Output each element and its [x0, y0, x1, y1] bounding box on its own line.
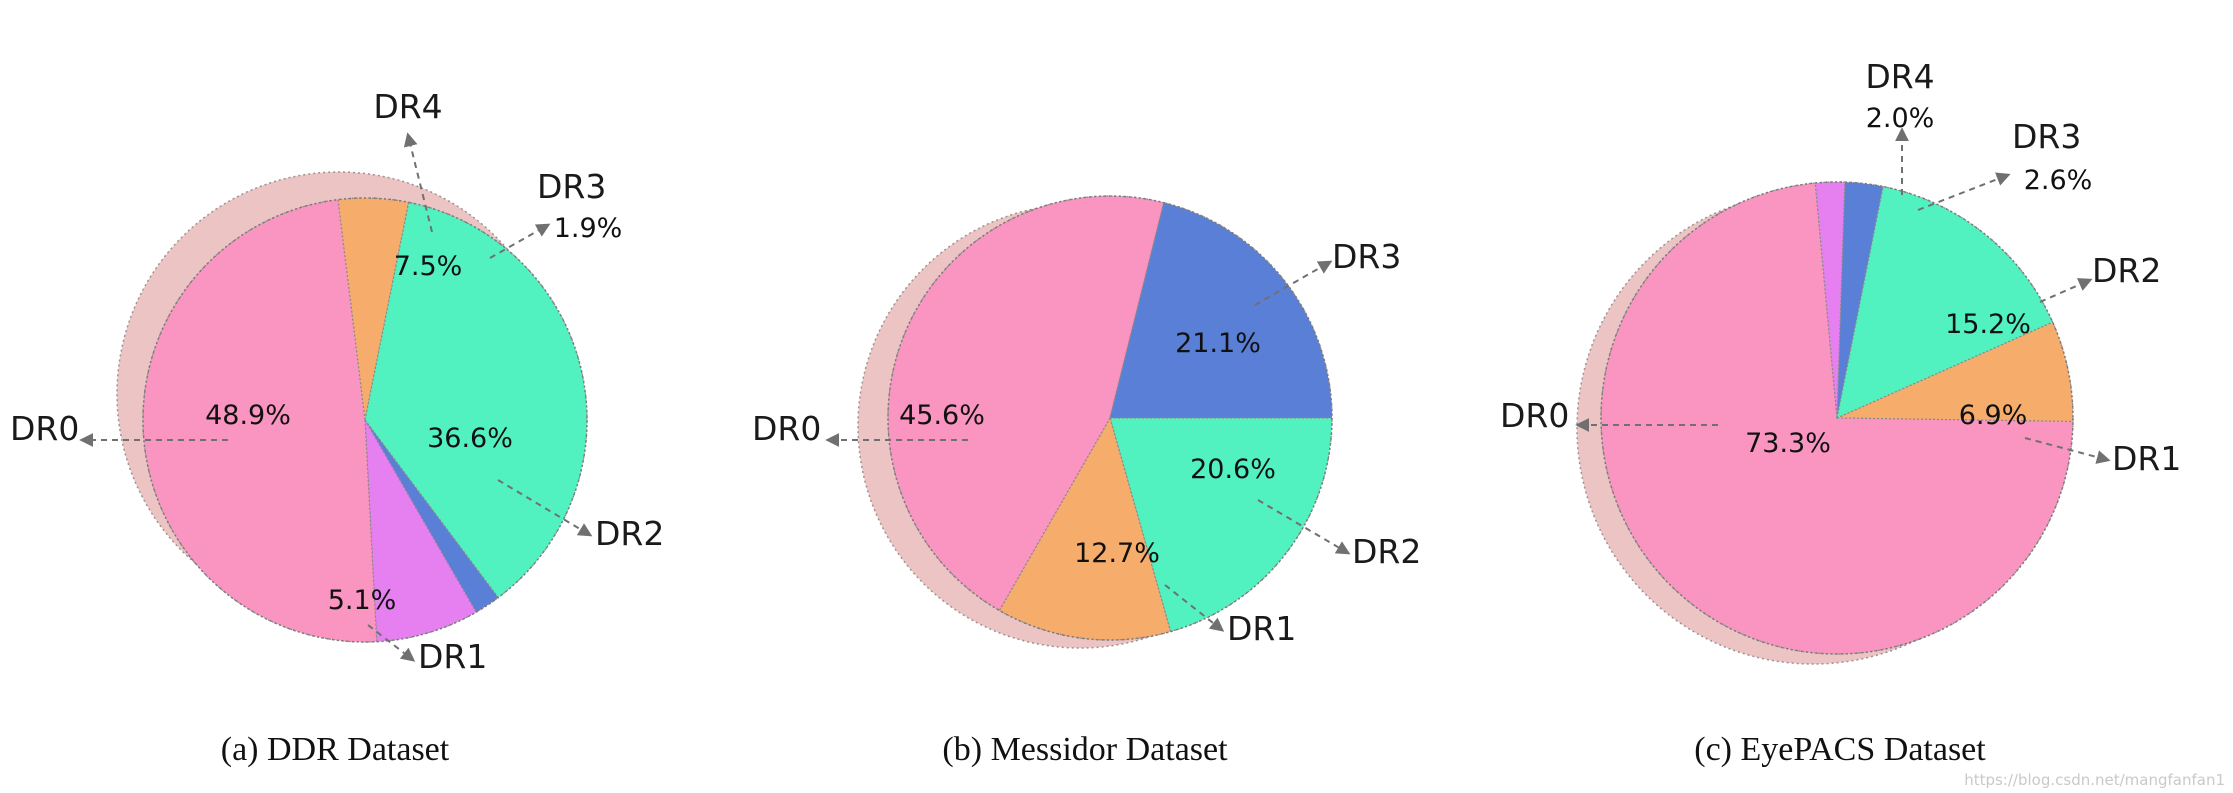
percent-label-dr2: 36.6%: [427, 423, 513, 454]
ddr-pie-chart: 48.9% DR0 5.1% DR1 36.6% DR2 1.9% DR3 7.5% DR4: [10, 87, 664, 676]
percent-label-dr0: 45.6%: [899, 400, 985, 431]
percent-label-dr0: 48.9%: [205, 400, 291, 431]
percent-label-dr1: 12.7%: [1074, 538, 1160, 569]
percent-label-dr0: 73.3%: [1745, 428, 1831, 459]
callout-arrow-dr1: [367, 624, 416, 662]
percent-label-dr2: 20.6%: [1190, 454, 1276, 485]
slice-dr4: [364, 419, 477, 643]
category-label-dr3: DR3: [2012, 117, 2081, 156]
category-label-dr0: DR0: [10, 409, 79, 448]
percent-label-dr2: 15.2%: [1945, 309, 2031, 340]
category-label-dr4: DR4: [373, 87, 442, 126]
eyepacs-pie-chart: 73.3% DR0 6.9% DR1 15.2% DR2 2.6% DR3 2.0% DR4: [1500, 57, 2181, 665]
category-label-dr3: DR3: [1332, 237, 1401, 276]
slice-dr3: [1109, 201, 1333, 419]
slice-dr0: [142, 198, 378, 643]
caption-eyepacs: (c) EyePACS Dataset: [1694, 731, 1986, 768]
watermark: https://blog.csdn.net/mangfanfan1: [1964, 771, 2225, 789]
category-label-dr3: DR3: [537, 167, 606, 206]
category-label-dr1: DR1: [1227, 609, 1296, 648]
callout-arrow-dr3: [489, 223, 551, 259]
callout-arrow-dr2: [2039, 278, 2093, 303]
callout-arrow-dr1: [1164, 584, 1225, 632]
category-label-dr1: DR1: [418, 637, 487, 676]
category-label-dr0: DR0: [1500, 396, 1569, 435]
category-label-dr0: DR0: [752, 409, 821, 448]
percent-label-dr3: 1.9%: [554, 213, 623, 244]
callout-arrow-dr1: [2024, 437, 2111, 464]
category-label-dr4: DR4: [1865, 57, 1934, 96]
percent-label-dr1: 5.1%: [328, 585, 397, 616]
callout-arrow-dr3: [1917, 172, 2011, 211]
messidor-pie-chart: 45.6% DR0 12.7% DR1 20.6% DR2 21.1% DR3: [752, 195, 1421, 649]
callout-arrow-dr2: [497, 479, 593, 537]
percent-label-dr4: 7.5%: [394, 251, 463, 282]
pie-outline: [1600, 181, 2074, 655]
caption-messidor: (b) Messidor Dataset: [942, 731, 1228, 768]
callout-arrow-dr3: [1254, 260, 1333, 306]
category-label-dr2: DR2: [595, 514, 664, 553]
callout-arrow-dr4: [403, 132, 433, 233]
pie-outline: [142, 197, 588, 643]
category-label-dr1: DR1: [2112, 439, 2181, 478]
percent-label-dr3: 21.1%: [1175, 328, 1261, 359]
slice-dr2: [364, 201, 588, 599]
category-label-dr2: DR2: [1352, 532, 1421, 571]
percent-label-dr1: 6.9%: [1959, 400, 2028, 431]
category-label-dr2: DR2: [2092, 251, 2161, 290]
pie-outline: [887, 195, 1333, 641]
percent-label-dr3: 2.6%: [2024, 165, 2093, 196]
percent-label-dr4: 2.0%: [1866, 103, 1935, 134]
caption-ddr: (a) DDR Dataset: [221, 731, 450, 768]
